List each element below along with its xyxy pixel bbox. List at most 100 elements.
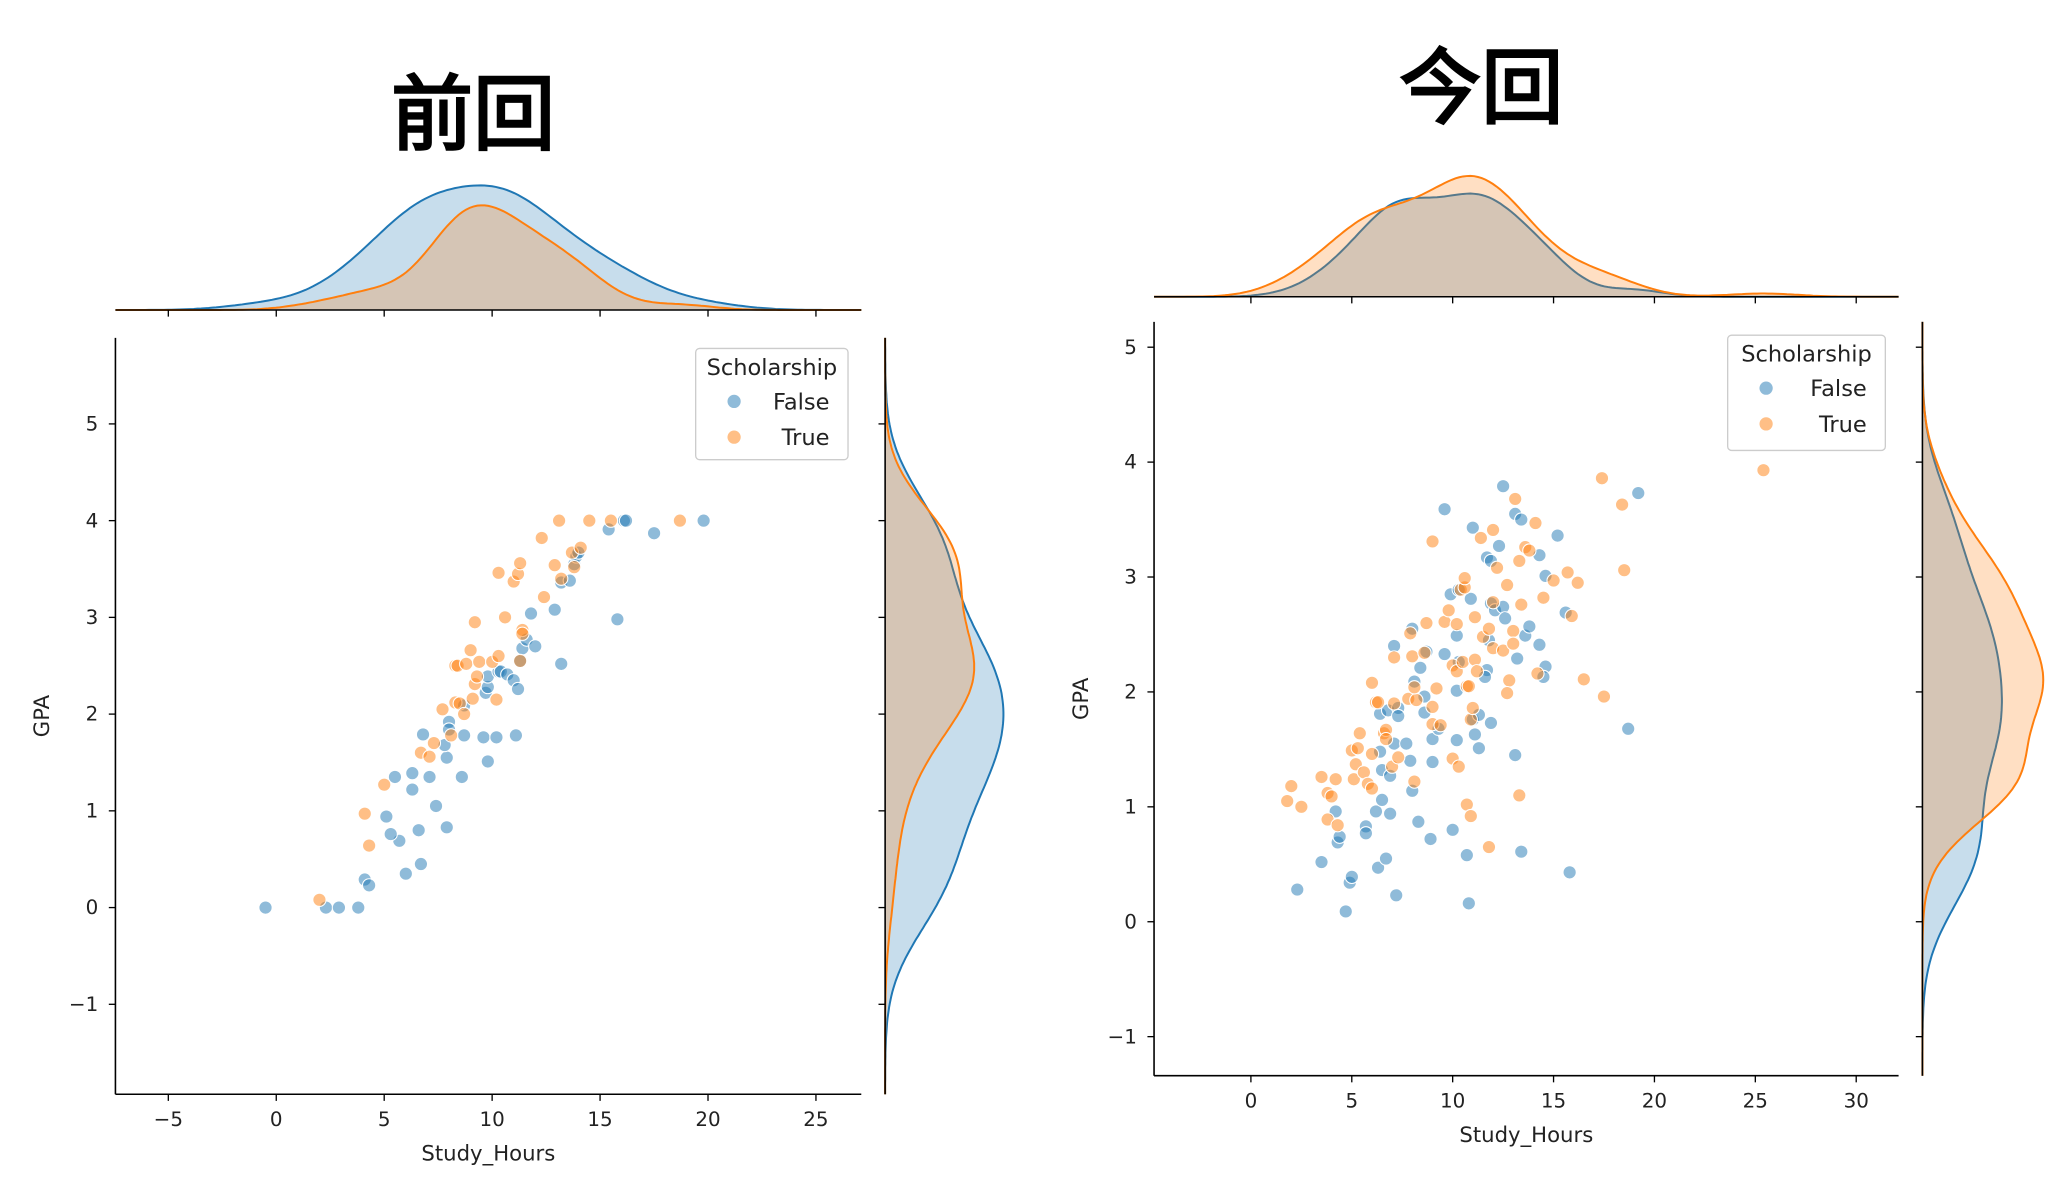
data-point-false: [1621, 721, 1636, 736]
data-point-false: [1483, 715, 1499, 731]
data-point-false: [1338, 904, 1353, 919]
data-point-false: [696, 513, 711, 528]
data-point-false: [508, 728, 524, 743]
legend-label: True: [1818, 412, 1867, 438]
data-point-false: [1463, 591, 1478, 606]
data-point-true: [1614, 497, 1630, 512]
x-axis-label: Study_Hours: [421, 1141, 555, 1166]
data-point-false: [1465, 520, 1480, 535]
data-point-true: [1419, 615, 1434, 631]
data-point-true: [1449, 616, 1464, 632]
y-tick-label: 2: [86, 703, 99, 726]
data-point-true: [469, 669, 485, 684]
chart-title: 今回: [1399, 42, 1563, 137]
data-point-true: [603, 513, 619, 528]
x-tick-label: 25: [1743, 1090, 1768, 1113]
data-point-false: [379, 809, 394, 824]
data-point-false: [405, 782, 420, 797]
data-point-false: [428, 798, 444, 814]
x-tick-label: −5: [154, 1108, 183, 1131]
x-tick-label: 0: [270, 1108, 283, 1131]
data-point-false: [1403, 753, 1418, 768]
x-tick-label: 10: [479, 1108, 504, 1131]
data-point-false: [1514, 512, 1529, 527]
data-point-true: [1481, 839, 1497, 855]
data-point-false: [1423, 831, 1438, 847]
legend-marker-false: [1759, 381, 1773, 395]
legend-title: Scholarship: [707, 355, 838, 381]
data-point-true: [1564, 608, 1579, 624]
data-point-false: [1495, 479, 1511, 494]
data-point-true: [1463, 712, 1478, 727]
y-tick-label: 5: [86, 413, 99, 436]
data-point-false: [439, 750, 454, 765]
data-point-true: [1756, 463, 1771, 478]
data-point-true: [551, 513, 567, 528]
y-tick-label: 0: [86, 896, 99, 919]
y-tick-label: 4: [1124, 451, 1137, 474]
data-point-true: [1499, 577, 1515, 593]
data-point-false: [422, 769, 437, 785]
top-kde-fill-true: [115, 205, 862, 310]
data-point-false: [1411, 814, 1426, 829]
chart-current: 今回 0 5 10 15 20 25 30 −1 0 1 2 3 4 5 Study_Hours GPA Sch…: [1068, 42, 2045, 1147]
chart-previous: 前回 −5 0 5 10 15 20 25 −1 0 1 2 3 4 5 Study_Hours GPA Sch…: [29, 68, 1005, 1166]
data-point-false: [1290, 882, 1305, 897]
data-point-false: [405, 765, 420, 781]
data-point-true: [1407, 774, 1422, 789]
data-point-false: [610, 612, 625, 627]
y-tick-label: 4: [86, 509, 99, 532]
data-point-false: [1550, 528, 1565, 543]
data-point-true: [1451, 759, 1466, 774]
top-kde-line-true: [1154, 174, 1899, 298]
y-tick-label: −1: [1108, 1025, 1137, 1048]
data-point-true: [377, 777, 392, 792]
data-point-true: [1433, 718, 1448, 733]
x-axis-label: Study_Hours: [1459, 1122, 1593, 1147]
y-tick-label: 1: [86, 799, 99, 822]
data-point-false: [1437, 646, 1452, 662]
data-point-true: [582, 513, 597, 528]
data-point-false: [1389, 888, 1404, 903]
data-point-true: [1403, 626, 1418, 641]
data-point-true: [536, 589, 552, 605]
data-point-true: [497, 610, 513, 625]
data-point-false: [456, 728, 472, 743]
data-point-true: [1522, 543, 1537, 558]
data-point-true: [1570, 575, 1585, 590]
data-point-true: [1455, 654, 1470, 670]
data-point-false: [1514, 844, 1529, 859]
data-point-true: [1457, 570, 1472, 586]
data-point-false: [646, 526, 662, 541]
legend-marker-true: [1759, 417, 1773, 431]
data-point-false: [1344, 869, 1359, 885]
data-point-true: [459, 656, 474, 671]
data-point-true: [1485, 522, 1501, 538]
data-point-true: [1429, 681, 1444, 696]
data-point-true: [1364, 781, 1380, 796]
data-point-true: [1364, 746, 1380, 762]
y-axis-label: GPA: [1068, 677, 1093, 720]
legend-label: True: [781, 425, 830, 451]
y-tick-label: −1: [69, 993, 98, 1016]
data-point-false: [454, 769, 470, 785]
data-point-false: [411, 823, 426, 838]
x-tick-label: 10: [1440, 1090, 1465, 1113]
data-point-true: [554, 571, 569, 586]
data-point-false: [1378, 851, 1394, 866]
data-point-false: [1391, 708, 1406, 724]
data-point-true: [512, 556, 528, 571]
x-tick-label: 20: [695, 1108, 720, 1131]
data-point-true: [1350, 741, 1365, 756]
data-point-true: [1502, 673, 1517, 688]
data-point-true: [1536, 590, 1551, 605]
chart-title: 前回: [391, 68, 555, 163]
right-kde-line-true: [884, 337, 976, 1095]
data-point-true: [1330, 818, 1345, 833]
right-kde-fill-true: [885, 337, 975, 1095]
data-point-true: [489, 692, 504, 707]
x-tick-label: 30: [1844, 1090, 1869, 1113]
data-point-true: [1280, 793, 1295, 809]
data-point-false: [361, 878, 377, 893]
